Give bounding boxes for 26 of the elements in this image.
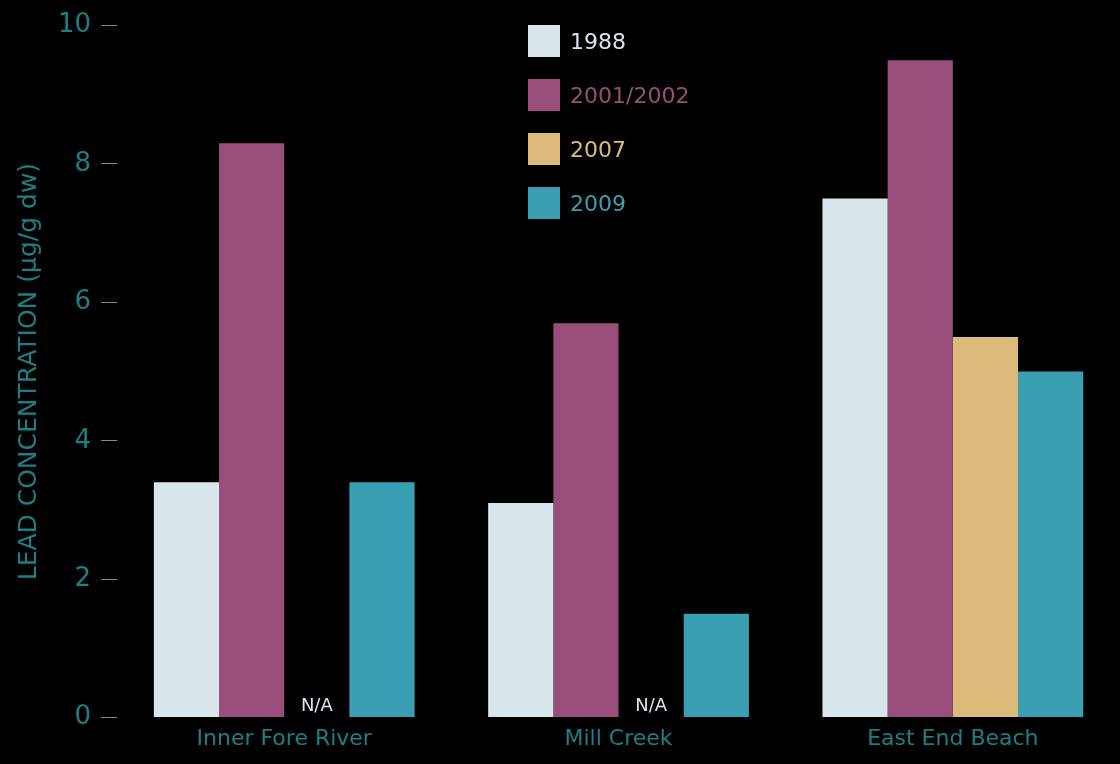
x-tick-label: Inner Fore River	[196, 724, 373, 750]
annotation: N/A	[635, 694, 668, 716]
bar	[219, 143, 285, 718]
legend-label: 2001/2002	[570, 82, 690, 108]
legend-label: 2009	[570, 190, 626, 216]
bar	[349, 482, 415, 718]
annotation: N/A	[300, 694, 334, 716]
bar	[488, 503, 554, 718]
bar	[553, 323, 619, 718]
bar	[822, 198, 888, 718]
y-tick-label: 0	[74, 700, 92, 731]
y-tick-label: 2	[74, 561, 92, 592]
x-tick-label: East End Beach	[867, 724, 1039, 750]
bar	[1018, 371, 1084, 718]
bar	[683, 613, 749, 718]
y-tick-label: 6	[74, 285, 92, 316]
y-axis-title: LEAD CONCENTRATION (µg/g dw)	[12, 162, 42, 581]
legend-label: 1988	[570, 28, 626, 54]
y-tick-label: 4	[74, 423, 92, 454]
y-tick-label: 8	[74, 146, 92, 177]
x-tick-label: Mill Creek	[564, 724, 673, 750]
bar	[153, 482, 220, 718]
bar	[952, 337, 1019, 718]
bar	[887, 60, 953, 718]
y-tick-label: 10	[57, 8, 92, 39]
legend-label: 2007	[570, 136, 626, 162]
